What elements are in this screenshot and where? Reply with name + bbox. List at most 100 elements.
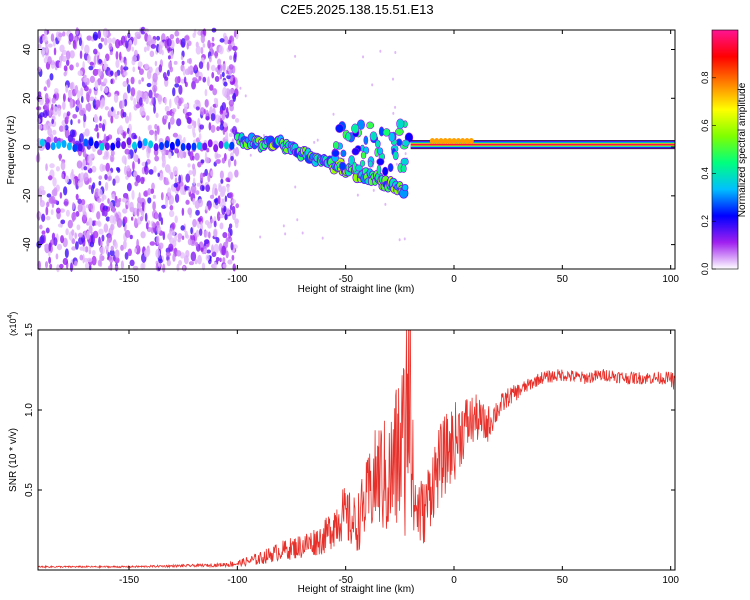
main-line-blob [455, 137, 461, 144]
noise-blob [192, 177, 196, 186]
noise-blob [94, 127, 99, 132]
noise-blob [150, 188, 155, 194]
noise-blob [184, 35, 190, 41]
noise-blob [40, 234, 45, 245]
noise-blob [153, 86, 156, 97]
noise-blob [85, 104, 89, 111]
noise-blob [146, 82, 152, 88]
noise-blob [40, 46, 46, 56]
noise-blob [126, 84, 131, 94]
noise-blob [108, 43, 113, 50]
noise-blob [158, 258, 163, 264]
noise-blob [206, 61, 210, 71]
noise-blob [219, 170, 224, 180]
noise-blob [87, 203, 94, 210]
noise-blob [223, 35, 229, 45]
x-tick-label: -100 [227, 575, 247, 586]
noise-blob [228, 223, 233, 229]
noise-blob [207, 204, 211, 211]
noise-blob [144, 63, 149, 70]
snr-x-label: Height of straight line (km) [298, 584, 415, 595]
noise-blob [177, 237, 181, 243]
noise-blob [152, 72, 158, 83]
noise-blob [121, 155, 127, 164]
noise-blob [211, 251, 217, 258]
noise-blob [109, 51, 113, 56]
noise-blob [164, 105, 170, 112]
noise-blob [186, 116, 192, 124]
center-line-blob [164, 140, 170, 149]
noise-blob [165, 251, 171, 257]
center-line-blob [83, 138, 89, 147]
noise-blob [168, 169, 172, 175]
noise-blob [229, 55, 233, 60]
noise-blob [118, 197, 122, 203]
noise-blob [80, 198, 86, 206]
main-line-blob [429, 137, 435, 144]
noise-blob [82, 158, 86, 167]
noise-blob [50, 209, 54, 215]
noise-blob [100, 240, 103, 247]
noise-blob [39, 224, 43, 230]
noise-blob [121, 99, 125, 109]
noise-speck [239, 86, 242, 90]
noise-blob [63, 65, 68, 72]
noise-blob [197, 161, 202, 168]
center-line-blob [196, 141, 202, 150]
noise-blob [45, 227, 50, 234]
noise-blob [162, 263, 166, 273]
noise-blob [207, 231, 211, 239]
center-line-blob [229, 141, 235, 150]
branch-blob [369, 131, 378, 142]
noise-blob [134, 31, 141, 38]
colorbar-frame [711, 29, 739, 270]
noise-blob [67, 134, 74, 143]
noise-blob [93, 55, 97, 66]
noise-blob [46, 78, 51, 88]
noise-speck [392, 77, 395, 81]
noise-speck [379, 49, 382, 53]
noise-blob [202, 76, 207, 83]
noise-blob [173, 182, 178, 188]
main-line-blob [442, 137, 448, 144]
noise-blob [179, 149, 184, 159]
noise-blob [98, 228, 104, 235]
branch-blob [339, 161, 347, 171]
noise-blob [158, 44, 163, 55]
noise-blob [162, 157, 166, 167]
noise-blob [181, 60, 185, 65]
noise-blob [49, 73, 54, 81]
colorbar-tick-label: 0.6 [700, 119, 710, 132]
center-line-blob [94, 140, 99, 149]
noise-blob [86, 35, 92, 41]
noise-blob [149, 50, 155, 58]
noise-blob [79, 172, 85, 182]
noise-blob [74, 85, 79, 94]
noise-blob [128, 111, 132, 122]
noise-blob [65, 59, 70, 66]
noise-blob [211, 71, 215, 79]
noise-blob [71, 229, 75, 236]
noise-blob [152, 194, 156, 199]
noise-blob [219, 257, 222, 263]
noise-blob [122, 80, 128, 88]
noise-blob [229, 204, 233, 211]
noise-blob [151, 182, 155, 191]
noise-blob [221, 157, 226, 164]
noise-blob [226, 95, 231, 101]
branch-blob [359, 160, 366, 167]
noise-blob [208, 122, 212, 131]
noise-blob [203, 239, 210, 245]
noise-blob [141, 111, 146, 116]
noise-speck [282, 224, 285, 228]
center-line-blob [39, 138, 45, 147]
figure-title: C2E5.2025.138.15.51.E13 [280, 2, 433, 17]
noise-blob [154, 155, 160, 162]
noise-blob [221, 245, 227, 256]
spectrogram-marks [35, 26, 675, 273]
noise-blob [140, 26, 146, 35]
noise-blob [209, 84, 214, 91]
noise-blob [79, 254, 84, 261]
snr-exp-close: ) [8, 312, 18, 315]
noise-blob [126, 182, 132, 192]
